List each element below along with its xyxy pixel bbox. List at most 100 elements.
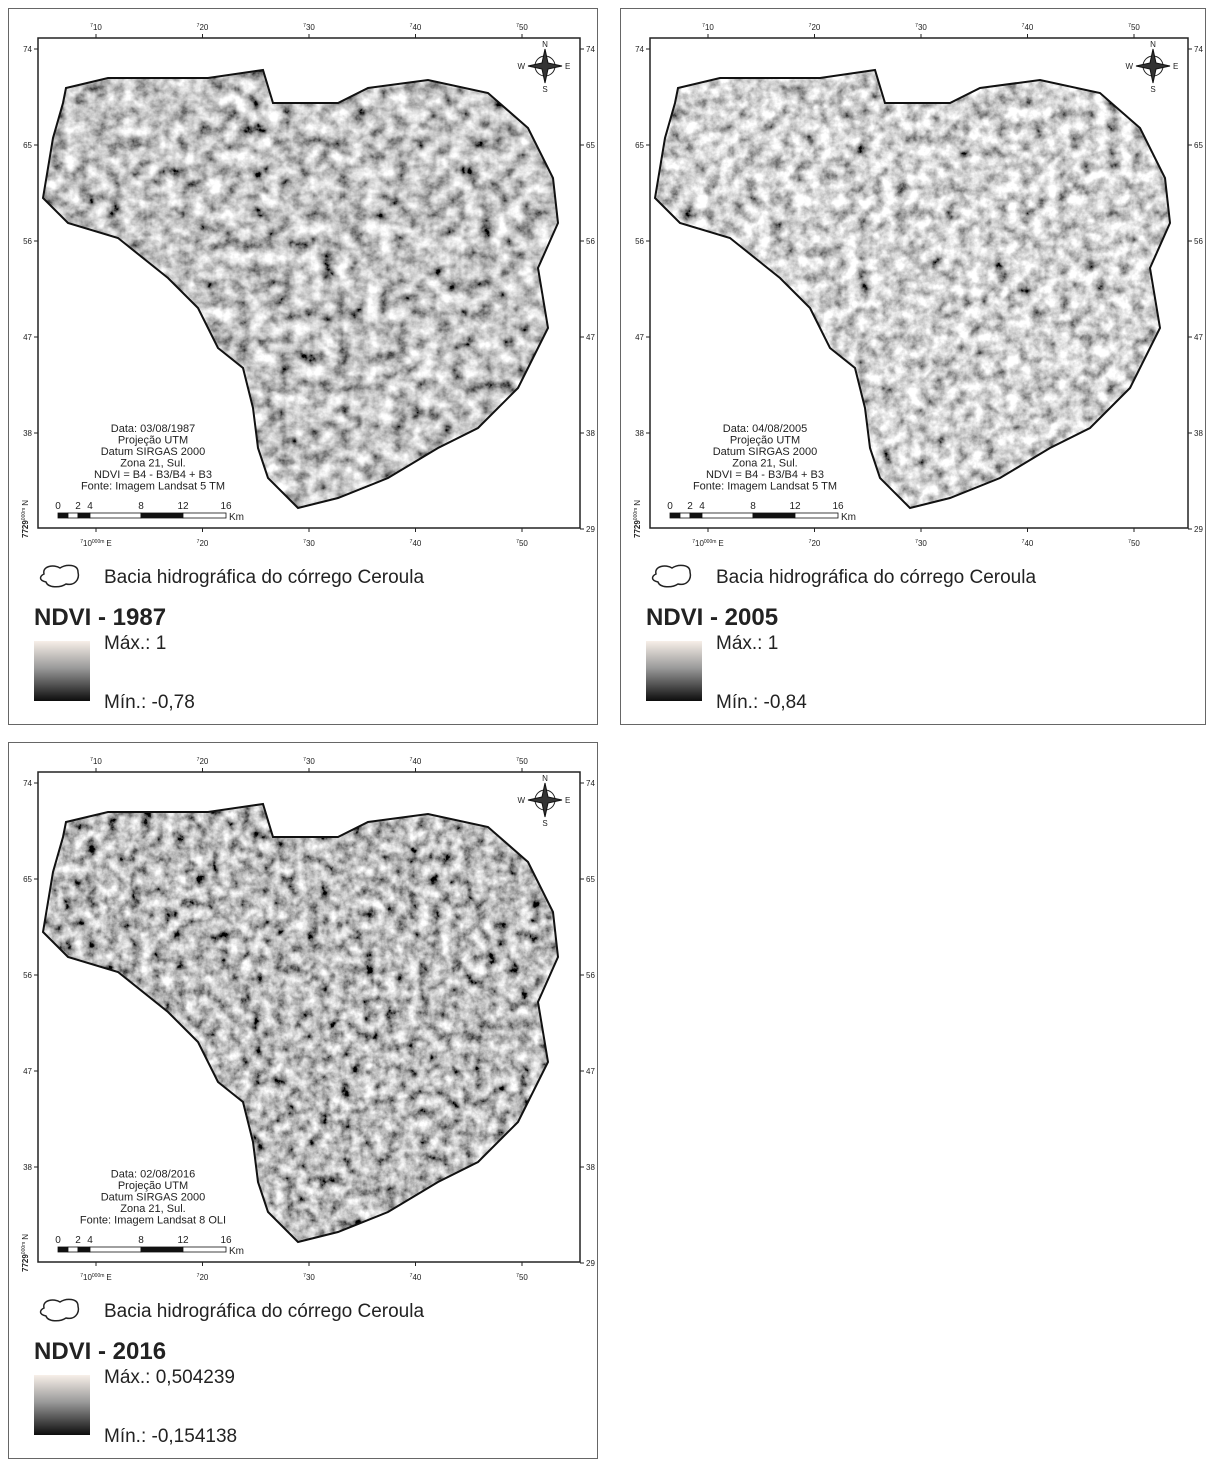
northing-label: 47 [23,333,32,342]
map-info-line: Datum SIRGAS 2000 [101,446,206,458]
scale-segment [58,1247,68,1252]
northing-label: 74 [635,45,644,54]
map-info-line: Data: 04/08/2005 [723,423,807,435]
scale-label: 0 [55,1235,61,1246]
easting-value: 40 [412,23,421,32]
scale-segment [78,513,90,518]
easting-value: 10 [705,23,714,32]
map-info-line: Zona 21, Sul. [120,1203,185,1215]
northing-base: 7729 [21,1254,30,1272]
map-info-line: Fonte: Imagem Landsat 8 OLI [80,1215,226,1227]
ndvi-ramp [34,1375,90,1435]
scale-label: 2 [75,501,81,512]
scale-segment [141,513,183,518]
scale-label: 16 [220,501,232,512]
easting-value: 10 [93,757,102,766]
scale-label: 12 [789,501,801,512]
scale-segment [753,513,795,518]
northing-label: 47 [1194,333,1203,342]
figure: 710710000mE72072073073074074075075074746… [0,0,1208,1468]
easting-value: 20 [199,757,208,766]
easting-label: 750 [516,1273,528,1282]
northing-label: 29 [586,1259,595,1268]
scale-segment [795,513,838,518]
map-info-line: Data: 03/08/1987 [111,423,195,435]
map-info-line: Datum SIRGAS 2000 [101,1192,206,1204]
easting-label: 740 [1022,539,1034,548]
easting-value: 40 [412,539,421,548]
easting-label: 750 [1128,23,1140,32]
northing-label: 47 [586,333,595,342]
northing-label: 74 [1194,45,1203,54]
basin-legend: Bacia hidrográfica do córrego Ceroula [104,567,424,588]
easting-value: 20 [811,539,820,548]
northing-label: 29 [586,525,595,534]
map-info-line: Data: 02/08/2016 [111,1169,195,1181]
northing-label: 65 [1194,141,1203,150]
scale-segment [183,513,226,518]
northing-label: 38 [586,1163,595,1172]
easting-label: 730 [915,23,927,32]
page: {"grid": {"prefix": "7", "eastings": ["1… [0,0,1208,1468]
scale-segment [141,1247,183,1252]
scale-label: 12 [177,1235,189,1246]
easting-unit-sup: 000m [92,1273,105,1279]
easting-value: 40 [1024,539,1033,548]
easting-value: 50 [519,1273,528,1282]
northing-sup: 000m [21,1242,27,1255]
northing-base: 7729 [21,520,30,538]
easting-value: 50 [519,23,528,32]
easting-value: 50 [1131,23,1140,32]
northing-label: 38 [23,429,32,438]
scale-segment [183,1247,226,1252]
basin-icon [41,565,79,586]
compass-w: W [517,62,525,71]
easting-value: 50 [519,757,528,766]
map-info-line: Datum SIRGAS 2000 [713,446,818,458]
northing-label: 56 [586,971,595,980]
easting-label: 720 [809,539,821,548]
scale-segment [680,513,690,518]
northing-label: 38 [635,429,644,438]
scale-segment [78,1247,90,1252]
easting-label: 750 [516,23,528,32]
map-info-line: Fonte: Imagem Landsat 5 TM [693,481,837,493]
compass-n: N [542,40,548,49]
compass-n: N [542,774,548,783]
easting-label: 710 [90,23,102,32]
map-info-line: NDVI = B4 - B3/B4 + B3 [94,469,212,481]
compass-s: S [542,819,547,828]
scale-label: 2 [75,1235,81,1246]
map-info-line: Projeção UTM [730,435,800,447]
easting-value: 30 [306,23,315,32]
easting-value: 50 [1131,539,1140,548]
easting-label: 710 [90,757,102,766]
compass-n: N [1150,40,1156,49]
scale-segment [68,513,78,518]
scale-label: 8 [138,501,144,512]
easting-label: 740 [410,539,422,548]
easting-label: 730 [915,539,927,548]
easting-unit-sup: 000m [704,539,717,545]
ndvi-ramp [34,641,90,701]
northing-label: 65 [586,141,595,150]
compass-e: E [565,796,570,805]
northing-label: 56 [635,237,644,246]
scale-label: 4 [87,501,93,512]
scale-segment [690,513,702,518]
basin-icon [653,565,691,586]
easting-value: 40 [1024,23,1033,32]
ndvi-max: Máx.: 1 [104,633,166,654]
easting-label: 750 [1128,539,1140,548]
scale-segment [58,513,68,518]
easting-label: 720 [197,539,209,548]
northing-label: 65 [586,875,595,884]
northing-label: 38 [23,1163,32,1172]
easting-label: 740 [410,1273,422,1282]
northing-label: 74 [23,45,32,54]
northing-label: 74 [586,779,595,788]
northing-label: 38 [1194,429,1203,438]
easting-label: 740 [410,23,422,32]
ndvi-max: Máx.: 0,504239 [104,1367,235,1388]
easting-value: 20 [199,23,208,32]
